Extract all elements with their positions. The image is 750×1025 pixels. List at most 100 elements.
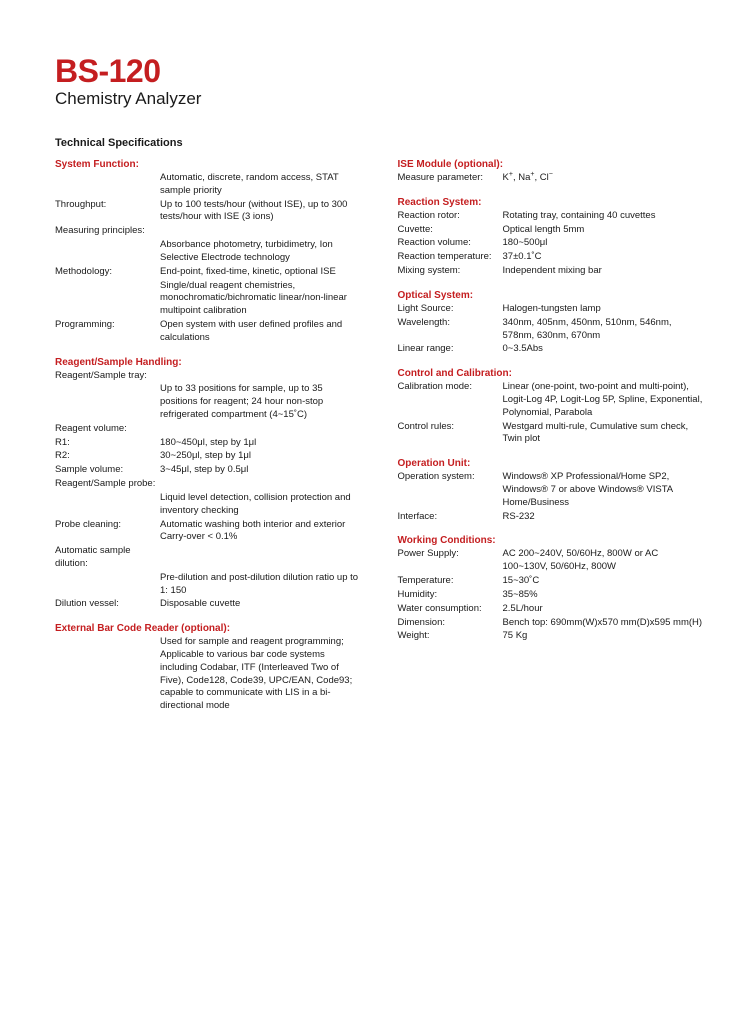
spec-row: Sample volume:3~45μl, step by 0.5μl bbox=[55, 464, 368, 477]
spec-label bbox=[55, 492, 160, 518]
spec-value: Liquid level detection, collision protec… bbox=[160, 492, 368, 518]
section-title: Technical Specifications bbox=[55, 137, 710, 149]
spec-row: Probe cleaning:Automatic washing both in… bbox=[55, 519, 368, 545]
spec-row: Power Supply:AC 200~240V, 50/60Hz, 800W … bbox=[398, 548, 711, 574]
spec-label: Wavelength: bbox=[398, 317, 503, 343]
spec-row: Methodology:End-point, fixed-time, kinet… bbox=[55, 266, 368, 279]
spec-row: Temperature:15~30˚C bbox=[398, 575, 711, 588]
spec-label: Dimension: bbox=[398, 617, 503, 630]
spec-row: R2:30~250μl, step by 1μl bbox=[55, 450, 368, 463]
spec-label bbox=[55, 636, 160, 713]
spec-row: Water consumption:2.5L/hour bbox=[398, 603, 711, 616]
spec-value: Open system with user defined profiles a… bbox=[160, 319, 368, 345]
spec-label: Temperature: bbox=[398, 575, 503, 588]
spec-row: Linear range:0~3.5Abs bbox=[398, 343, 711, 356]
spec-row: Calibration mode:Linear (one-point, two-… bbox=[398, 381, 711, 419]
spec-value: Up to 100 tests/hour (without ISE), up t… bbox=[160, 199, 368, 225]
spec-label: Reagent/Sample tray: bbox=[55, 370, 160, 383]
spec-label: Humidity: bbox=[398, 589, 503, 602]
spec-row: Pre-dilution and post-dilution dilution … bbox=[55, 572, 368, 598]
spec-value: Rotating tray, containing 40 cuvettes bbox=[503, 210, 711, 223]
spec-label bbox=[55, 383, 160, 421]
group-header-reaction: Reaction System: bbox=[398, 197, 711, 208]
spec-row: Light Source:Halogen-tungsten lamp bbox=[398, 303, 711, 316]
group-header-system-function: System Function: bbox=[55, 159, 368, 170]
spec-value: Single/dual reagent chemistries, monochr… bbox=[160, 280, 368, 318]
spec-label: Power Supply: bbox=[398, 548, 503, 574]
spec-row: Interface:RS-232 bbox=[398, 511, 711, 524]
spec-label: Operation system: bbox=[398, 471, 503, 509]
spec-value: Automatic washing both interior and exte… bbox=[160, 519, 368, 545]
spec-label: Sample volume: bbox=[55, 464, 160, 477]
spec-value: Westgard multi-rule, Cumulative sum chec… bbox=[503, 421, 711, 447]
group-header-ise: ISE Module (optional): bbox=[398, 159, 711, 170]
spec-label bbox=[55, 239, 160, 265]
spec-row: Mixing system:Independent mixing bar bbox=[398, 265, 711, 278]
spec-label: Programming: bbox=[55, 319, 160, 345]
spec-label: R2: bbox=[55, 450, 160, 463]
spec-row: R1:180~450μl, step by 1μl bbox=[55, 437, 368, 450]
spec-row: Measuring principles: bbox=[55, 225, 368, 238]
spec-row: Operation system:Windows® XP Professiona… bbox=[398, 471, 711, 509]
spec-label: Measuring principles: bbox=[55, 225, 160, 238]
spec-value: K+, Na+, Cl− bbox=[503, 172, 711, 185]
spec-row: Humidity:35~85% bbox=[398, 589, 711, 602]
spec-value: 30~250μl, step by 1μl bbox=[160, 450, 368, 463]
spec-row: Control rules:Westgard multi-rule, Cumul… bbox=[398, 421, 711, 447]
spec-row: Automatic, discrete, random access, STAT… bbox=[55, 172, 368, 198]
spec-label: R1: bbox=[55, 437, 160, 450]
spec-label: Methodology: bbox=[55, 266, 160, 279]
spec-value: 180~450μl, step by 1μl bbox=[160, 437, 368, 450]
spec-label: Cuvette: bbox=[398, 224, 503, 237]
spec-value: 340nm, 405nm, 450nm, 510nm, 546nm, 578nm… bbox=[503, 317, 711, 343]
spec-label: Reaction volume: bbox=[398, 237, 503, 250]
spec-value bbox=[160, 370, 368, 383]
spec-value: 0~3.5Abs bbox=[503, 343, 711, 356]
spec-label: Linear range: bbox=[398, 343, 503, 356]
spec-label: Calibration mode: bbox=[398, 381, 503, 419]
spec-row: Cuvette:Optical length 5mm bbox=[398, 224, 711, 237]
spec-row: Automatic sample dilution: bbox=[55, 545, 368, 571]
spec-row: Dilution vessel:Disposable cuvette bbox=[55, 598, 368, 611]
spec-label: Mixing system: bbox=[398, 265, 503, 278]
spec-label: Light Source: bbox=[398, 303, 503, 316]
spec-label: Control rules: bbox=[398, 421, 503, 447]
spec-value: Halogen-tungsten lamp bbox=[503, 303, 711, 316]
spec-row: Liquid level detection, collision protec… bbox=[55, 492, 368, 518]
spec-label: Interface: bbox=[398, 511, 503, 524]
spec-columns: System Function: Automatic, discrete, ran… bbox=[55, 159, 710, 714]
spec-value: 3~45μl, step by 0.5μl bbox=[160, 464, 368, 477]
spec-row: Dimension:Bench top: 690mm(W)x570 mm(D)x… bbox=[398, 617, 711, 630]
group-header-reagent-sample: Reagent/Sample Handling: bbox=[55, 357, 368, 368]
spec-value bbox=[160, 225, 368, 238]
spec-value: Pre-dilution and post-dilution dilution … bbox=[160, 572, 368, 598]
spec-row: Used for sample and reagent programming;… bbox=[55, 636, 368, 713]
product-title: BS-120 bbox=[55, 55, 710, 87]
spec-row: Wavelength:340nm, 405nm, 450nm, 510nm, 5… bbox=[398, 317, 711, 343]
spec-value: 37±0.1˚C bbox=[503, 251, 711, 264]
spec-row: Reaction temperature:37±0.1˚C bbox=[398, 251, 711, 264]
spec-row: Up to 33 positions for sample, up to 35 … bbox=[55, 383, 368, 421]
spec-row: Absorbance photometry, turbidimetry, Ion… bbox=[55, 239, 368, 265]
spec-label: Water consumption: bbox=[398, 603, 503, 616]
spec-row: Single/dual reagent chemistries, monochr… bbox=[55, 280, 368, 318]
spec-row: Reagent/Sample probe: bbox=[55, 478, 368, 491]
spec-value: Independent mixing bar bbox=[503, 265, 711, 278]
spec-label: Throughput: bbox=[55, 199, 160, 225]
spec-value bbox=[160, 423, 368, 436]
spec-row: Weight:75 Kg bbox=[398, 630, 711, 643]
spec-label: Reagent volume: bbox=[55, 423, 160, 436]
spec-row: Reaction volume:180~500μl bbox=[398, 237, 711, 250]
spec-value: 15~30˚C bbox=[503, 575, 711, 588]
spec-label: Dilution vessel: bbox=[55, 598, 160, 611]
spec-value: RS-232 bbox=[503, 511, 711, 524]
spec-value bbox=[160, 545, 368, 571]
spec-row: Reagent volume: bbox=[55, 423, 368, 436]
spec-label bbox=[55, 172, 160, 198]
group-header-barcode: External Bar Code Reader (optional): bbox=[55, 623, 368, 634]
spec-value: Automatic, discrete, random access, STAT… bbox=[160, 172, 368, 198]
group-header-control: Control and Calibration: bbox=[398, 368, 711, 379]
spec-value: End-point, fixed-time, kinetic, optional… bbox=[160, 266, 368, 279]
spec-label: Reaction rotor: bbox=[398, 210, 503, 223]
spec-value: Bench top: 690mm(W)x570 mm(D)x595 mm(H) bbox=[503, 617, 711, 630]
